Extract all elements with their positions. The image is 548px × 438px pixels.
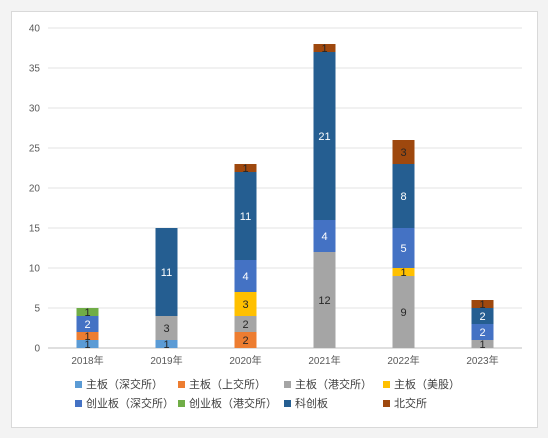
data-label-4-6: 8 — [400, 191, 406, 203]
data-label-2-7: 1 — [242, 163, 248, 175]
bar-segment-4-3 — [392, 268, 415, 276]
bar-segment-4-2 — [392, 276, 415, 348]
y-tick-label-30: 30 — [29, 104, 41, 115]
data-label-4-2: 9 — [400, 307, 406, 319]
y-tick-label-0: 0 — [34, 344, 40, 355]
data-label-0-1: 1 — [84, 331, 90, 343]
bar-segment-3-2 — [313, 252, 336, 348]
y-tick-label-5: 5 — [34, 304, 40, 315]
bar-segment-0-4 — [76, 316, 99, 332]
bar-segment-0-1 — [76, 332, 99, 340]
data-label-0-4: 2 — [84, 319, 90, 331]
legend-label-0: 主板（深交所） — [86, 377, 163, 391]
legend-swatch-1 — [178, 381, 185, 388]
legend-label-3: 主板（美股） — [394, 377, 460, 391]
bar-segment-2-7 — [234, 164, 257, 172]
x-tick-label-2: 2020年 — [229, 354, 261, 367]
data-label-5-4: 2 — [479, 327, 485, 339]
legend-label-5: 创业板（港交所） — [189, 396, 277, 410]
bar-segment-3-6 — [313, 52, 336, 220]
bar-segment-5-4 — [471, 324, 494, 340]
bar-segment-4-7 — [392, 140, 415, 164]
data-label-2-4: 4 — [242, 271, 248, 283]
bar-segment-2-1 — [234, 332, 257, 348]
x-tick-label-1: 2019年 — [150, 354, 182, 367]
chart-frame — [11, 11, 538, 428]
data-label-1-2: 3 — [163, 323, 169, 335]
y-tick-label-15: 15 — [29, 224, 41, 235]
data-label-4-4: 5 — [400, 243, 406, 255]
bar-segment-3-7 — [313, 44, 336, 52]
data-label-5-7: 1 — [479, 299, 485, 311]
data-label-3-7: 1 — [321, 43, 327, 55]
bar-segment-2-6 — [234, 172, 257, 260]
data-label-0-0: 1 — [84, 339, 90, 351]
legend-label-2: 主板（港交所） — [295, 377, 372, 391]
data-label-2-6: 11 — [240, 211, 251, 223]
x-tick-label-0: 2018年 — [71, 354, 103, 367]
legend-label-6: 科创板 — [295, 396, 328, 410]
legend-swatch-0 — [75, 381, 82, 388]
bar-segment-3-4 — [313, 220, 336, 252]
y-tick-label-35: 35 — [29, 64, 41, 75]
legend-swatch-5 — [178, 400, 185, 407]
bar-segment-1-6 — [155, 228, 178, 316]
legend-swatch-7 — [383, 400, 390, 407]
legend-swatch-2 — [284, 381, 291, 388]
bar-segment-5-7 — [471, 300, 494, 308]
y-tick-label-20: 20 — [29, 184, 41, 195]
bar-segment-0-0 — [76, 340, 99, 348]
data-label-4-7: 3 — [400, 147, 406, 159]
data-label-1-6: 11 — [161, 267, 172, 279]
data-label-3-2: 12 — [318, 295, 330, 307]
legend-swatch-6 — [284, 400, 291, 407]
legend-swatch-4 — [75, 400, 82, 407]
bar-segment-4-6 — [392, 164, 415, 228]
data-label-3-4: 4 — [321, 231, 327, 243]
data-label-5-6: 2 — [479, 311, 485, 323]
data-label-3-6: 21 — [318, 131, 330, 143]
data-label-1-0: 1 — [163, 339, 169, 351]
data-label-0-5: 1 — [84, 307, 90, 319]
bar-segment-4-4 — [392, 228, 415, 268]
bar-segment-5-2 — [471, 340, 494, 348]
y-tick-label-25: 25 — [29, 144, 41, 155]
bar-segment-5-6 — [471, 308, 494, 324]
data-label-5-2: 1 — [479, 339, 485, 351]
legend-label-7: 北交所 — [394, 396, 427, 410]
x-tick-label-5: 2023年 — [466, 354, 498, 367]
legend-label-1: 主板（上交所） — [189, 377, 266, 391]
x-tick-label-3: 2021年 — [308, 354, 340, 367]
bar-segment-2-2 — [234, 316, 257, 332]
bar-segment-0-5 — [76, 308, 99, 316]
data-label-2-2: 2 — [242, 319, 248, 331]
x-tick-label-4: 2022年 — [387, 354, 419, 367]
y-tick-label-40: 40 — [29, 24, 41, 35]
data-label-2-1: 2 — [242, 335, 248, 347]
bar-segment-1-2 — [155, 316, 178, 340]
bar-segment-2-3 — [234, 292, 257, 316]
legend-label-4: 创业板（深交所） — [86, 396, 174, 410]
bar-segment-2-4 — [234, 260, 257, 292]
bar-segment-1-0 — [155, 340, 178, 348]
data-label-4-3: 1 — [400, 267, 406, 279]
data-label-2-3: 3 — [242, 299, 248, 311]
y-tick-label-10: 10 — [29, 264, 41, 275]
legend-swatch-3 — [383, 381, 390, 388]
